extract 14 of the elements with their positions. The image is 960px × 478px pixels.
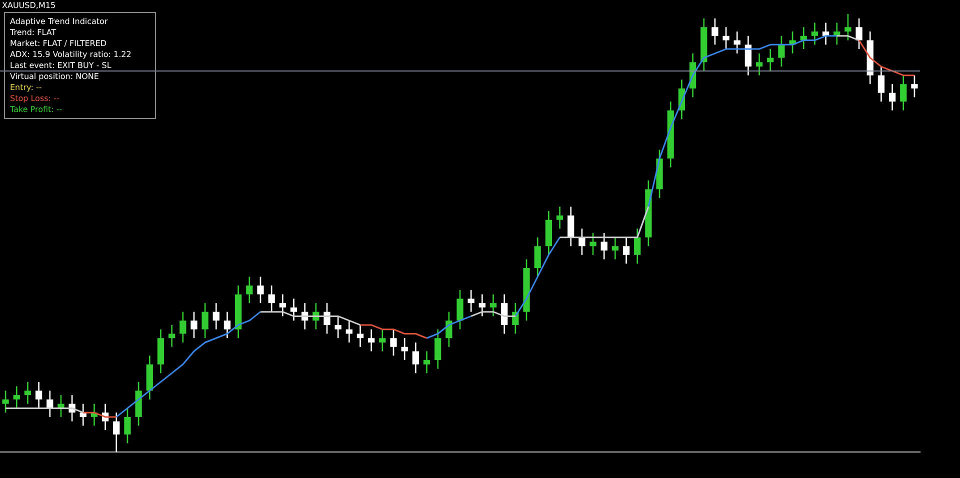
candlestick (556, 206, 564, 229)
candlestick (368, 329, 375, 352)
chart-title: XAUUSD,M15 (2, 1, 56, 10)
candlestick (168, 324, 176, 347)
annotation: Stop Loss: -- (10, 93, 60, 104)
annotation: Entry: -- (10, 82, 43, 93)
annotation: Take Profit: -- (10, 104, 64, 115)
annotation: Adaptive Trend Indicator (10, 16, 109, 27)
candlestick (24, 382, 32, 404)
annotation: Virtual position: NONE (10, 71, 100, 82)
annotation: Market: FLAT / FILTERED (10, 38, 108, 49)
annotation: ADX: 15.9 Volatility ratio: 1.22 (10, 49, 132, 60)
annotation: Last event: EXIT BUY - SL (10, 60, 112, 71)
annotation: Trend: FLAT (10, 27, 58, 38)
